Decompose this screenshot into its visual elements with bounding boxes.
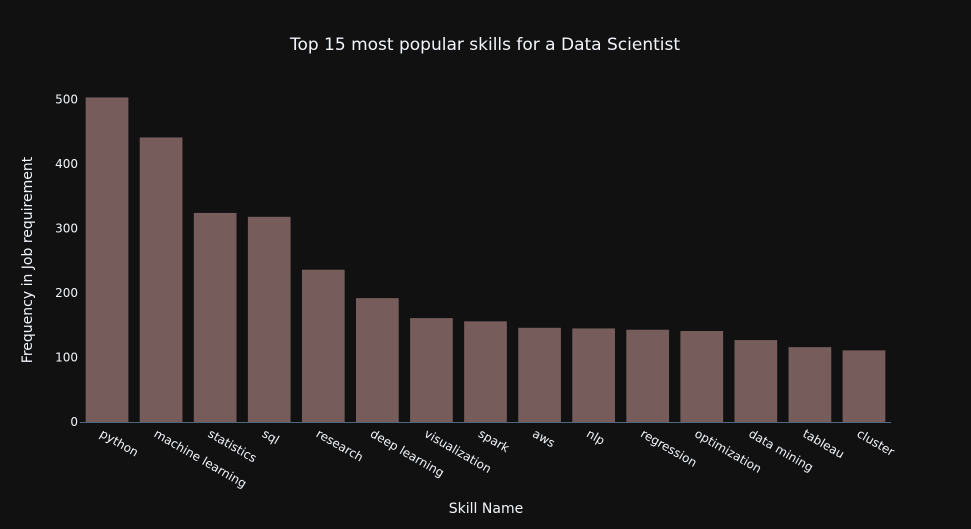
bar-research: [301, 269, 345, 422]
x-axis-title: Skill Name: [449, 501, 523, 517]
x-tick-label: nlp: [584, 426, 607, 447]
x-tick-label: research: [314, 426, 366, 464]
y-axis-title: Frequency in Job requirement: [20, 156, 36, 363]
x-tick-label: aws: [530, 426, 557, 450]
bar-deep-learning: [356, 298, 399, 422]
bar-data-mining: [734, 340, 778, 422]
y-tick-label: 200: [55, 286, 78, 300]
y-tick-label: 500: [55, 92, 78, 106]
bar-optimization: [680, 331, 724, 422]
x-tick-label: sql: [260, 426, 282, 447]
y-tick-label: 400: [55, 157, 78, 171]
y-tick-label: 0: [70, 415, 78, 429]
x-tick-label: tableau: [800, 426, 846, 461]
bar-statistics: [193, 212, 237, 422]
x-tick-label: regression: [638, 426, 699, 469]
x-tick-label: cluster: [854, 426, 896, 459]
bar-visualization: [410, 318, 453, 422]
y-tick-label: 300: [55, 221, 78, 235]
bar-machine-learning: [139, 137, 183, 422]
bar-tableau: [788, 347, 832, 422]
bar-nlp: [572, 328, 615, 422]
bar-regression: [626, 329, 670, 422]
x-tick-label: python: [98, 426, 141, 459]
bar-spark: [464, 321, 507, 422]
y-axis-ticks: 0 100 200 300 400 500: [55, 92, 78, 429]
y-tick-label: 100: [55, 350, 78, 364]
bar-python: [85, 97, 129, 423]
chart-title: Top 15 most popular skills for a Data Sc…: [289, 35, 680, 55]
bar-sql: [247, 216, 291, 422]
x-tick-label: machine learning: [152, 426, 249, 490]
bar-aws: [518, 327, 561, 422]
bars-group: [85, 97, 886, 423]
x-tick-label: spark: [476, 426, 512, 455]
bar-cluster: [842, 350, 886, 422]
